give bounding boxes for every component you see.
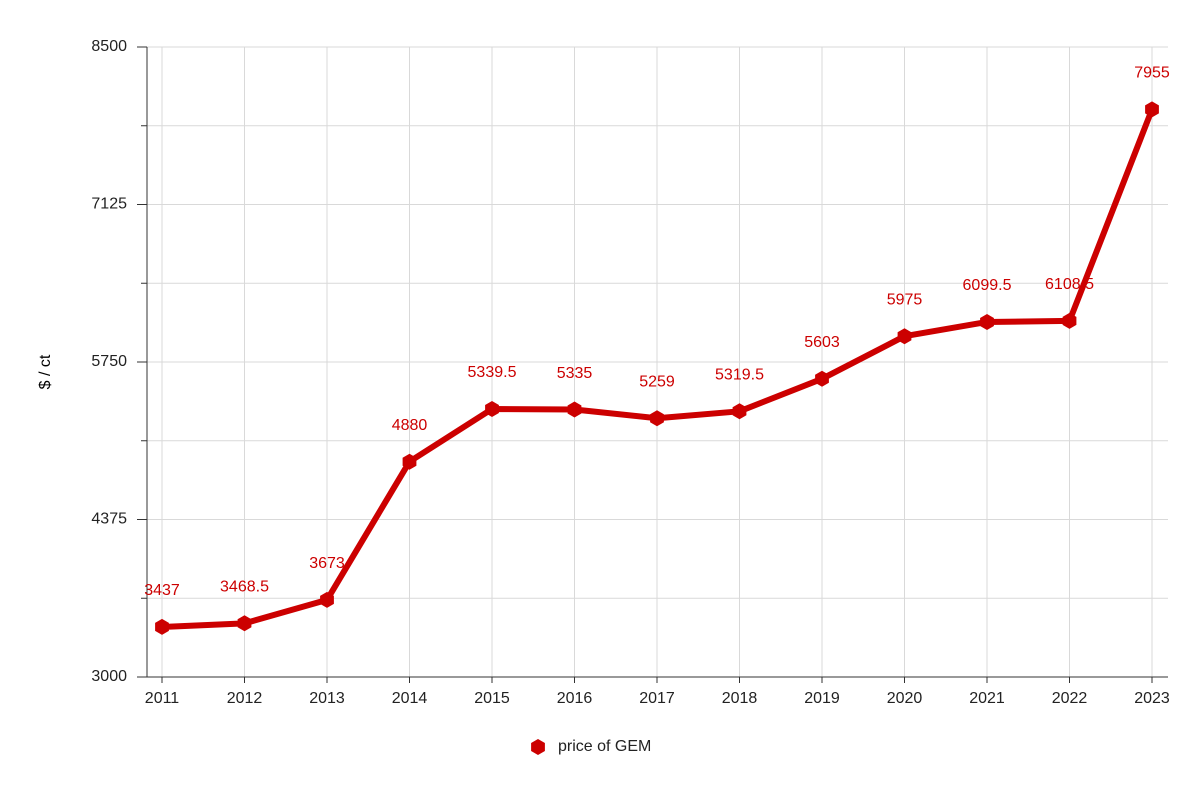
x-tick-label: 2022 xyxy=(1052,690,1088,707)
y-tick-label: 8500 xyxy=(91,38,127,55)
data-label: 5259 xyxy=(639,373,675,390)
point-marker xyxy=(732,403,747,420)
y-tick-label: 3000 xyxy=(91,668,127,685)
y-axis-label: $ / ct xyxy=(37,354,54,389)
point-marker xyxy=(1145,101,1159,118)
data-label: 4880 xyxy=(392,417,428,434)
point-marker xyxy=(237,615,252,632)
x-tick-label: 2021 xyxy=(969,690,1005,707)
x-tick-label: 2014 xyxy=(392,690,428,707)
data-label: 3437 xyxy=(144,582,180,599)
data-label: 5603 xyxy=(804,334,840,351)
legend-marker xyxy=(531,739,545,755)
legend-label: price of GEM xyxy=(558,738,651,755)
point-marker xyxy=(155,618,169,635)
data-label: 5319.5 xyxy=(715,367,764,384)
y-tick-label: 7125 xyxy=(91,196,127,213)
x-tick-label: 2019 xyxy=(804,690,840,707)
y-tick-label: 4375 xyxy=(91,511,127,528)
point-marker xyxy=(897,328,912,345)
point-marker xyxy=(1062,312,1077,329)
point-marker xyxy=(650,410,664,427)
x-tick-label: 2023 xyxy=(1134,690,1170,707)
point-marker xyxy=(815,370,829,387)
point-marker xyxy=(485,401,499,417)
data-label: 5339.5 xyxy=(468,364,517,381)
x-tick-label: 2011 xyxy=(145,690,180,707)
x-tick-label: 2013 xyxy=(309,690,345,707)
point-marker xyxy=(567,401,582,418)
data-label: 3673 xyxy=(309,555,345,572)
data-label: 7955 xyxy=(1134,65,1170,82)
y-tick-label: 5750 xyxy=(91,353,127,370)
data-label: 6099.5 xyxy=(963,277,1012,294)
x-tick-label: 2015 xyxy=(474,690,510,707)
data-label: 5975 xyxy=(887,291,923,308)
data-label: 5335 xyxy=(557,365,593,382)
x-tick-label: 2017 xyxy=(639,690,675,707)
x-tick-label: 2012 xyxy=(227,690,263,707)
x-tick-label: 2018 xyxy=(722,690,758,707)
point-marker xyxy=(980,314,994,330)
x-tick-label: 2016 xyxy=(557,690,593,707)
x-tick-label: 2020 xyxy=(887,690,923,707)
data-label: 6108.5 xyxy=(1045,276,1094,293)
data-label: 3468.5 xyxy=(220,579,269,596)
point-marker xyxy=(402,453,417,470)
point-marker xyxy=(320,591,334,608)
